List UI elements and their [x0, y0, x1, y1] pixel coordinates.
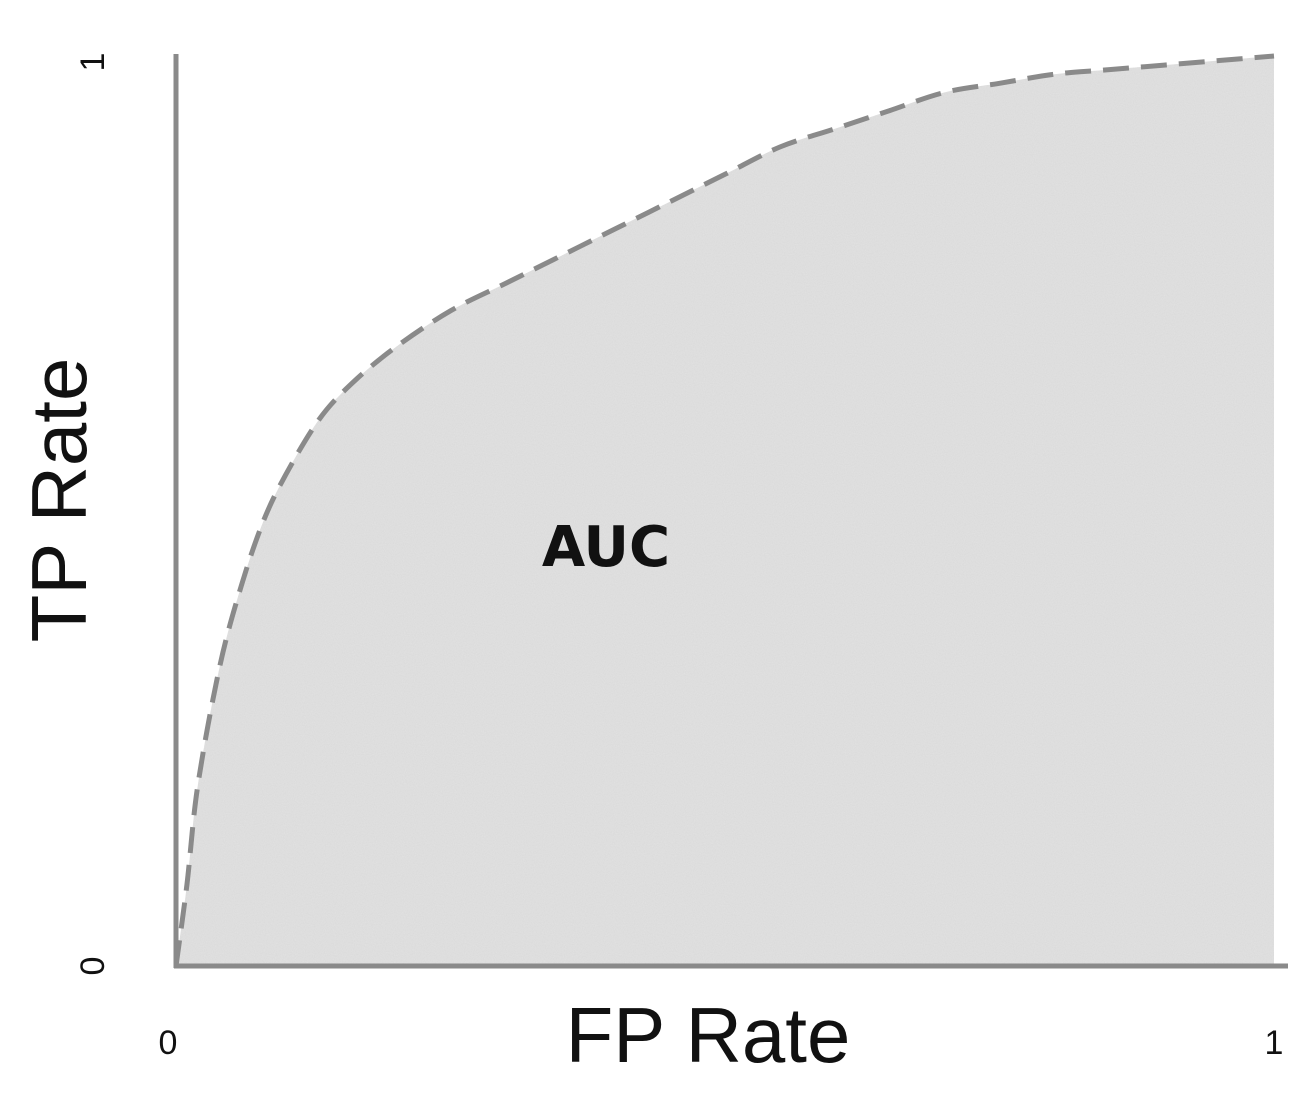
- x-tick-label-1: 1: [1265, 1024, 1284, 1062]
- auc-area: [176, 56, 1274, 966]
- x-tick-label-0: 0: [159, 1024, 178, 1062]
- roc-curve-dashed: [173, 53, 1275, 967]
- y-tick-label-1: 1: [74, 53, 112, 72]
- y-tick-label-0: 0: [74, 957, 112, 976]
- y-axis-label: TP Rate: [15, 358, 103, 643]
- auc-annotation: AUC: [542, 515, 670, 580]
- x-axis-label: FP Rate: [566, 991, 851, 1079]
